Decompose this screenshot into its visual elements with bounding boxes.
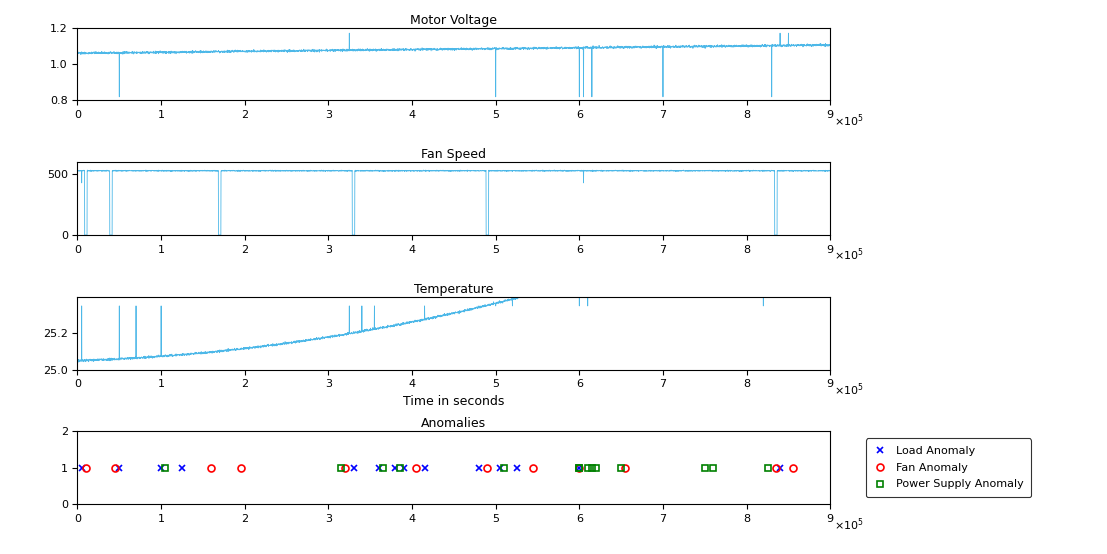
Load Anomaly xyxy=(75,464,89,471)
Title: Motor Voltage: Motor Voltage xyxy=(411,13,497,27)
Power Supply Anomaly xyxy=(614,464,628,471)
Fan Anomaly xyxy=(769,464,783,471)
Fan Anomaly xyxy=(234,464,247,471)
Fan Anomaly xyxy=(108,464,122,471)
Load Anomaly xyxy=(113,464,126,471)
Load Anomaly xyxy=(155,464,168,471)
Load Anomaly xyxy=(397,464,411,471)
Text: $\times10^5$: $\times10^5$ xyxy=(835,112,865,129)
Power Supply Anomaly xyxy=(158,464,172,471)
Line: Fan Anomaly: Fan Anomaly xyxy=(82,464,796,471)
Power Supply Anomaly xyxy=(572,464,586,471)
X-axis label: Time in seconds: Time in seconds xyxy=(403,395,505,408)
Text: $\times10^5$: $\times10^5$ xyxy=(835,247,865,263)
Load Anomaly xyxy=(510,464,524,471)
Fan Anomaly xyxy=(80,464,93,471)
Load Anomaly xyxy=(774,464,787,471)
Fan Anomaly xyxy=(619,464,632,471)
Power Supply Anomaly xyxy=(334,464,348,471)
Power Supply Anomaly xyxy=(761,464,774,471)
Fan Anomaly xyxy=(410,464,423,471)
Fan Anomaly xyxy=(527,464,540,471)
Title: Anomalies: Anomalies xyxy=(422,417,486,430)
Load Anomaly xyxy=(372,464,385,471)
Power Supply Anomaly xyxy=(589,464,602,471)
Fan Anomaly xyxy=(572,464,586,471)
Text: $\times10^5$: $\times10^5$ xyxy=(835,381,865,398)
Line: Power Supply Anomaly: Power Supply Anomaly xyxy=(163,465,770,470)
Fan Anomaly xyxy=(339,464,352,471)
Title: Fan Speed: Fan Speed xyxy=(422,148,486,161)
Title: Temperature: Temperature xyxy=(414,283,494,296)
Power Supply Anomaly xyxy=(393,464,406,471)
Load Anomaly xyxy=(473,464,486,471)
Load Anomaly xyxy=(572,464,586,471)
Load Anomaly xyxy=(418,464,432,471)
Load Anomaly xyxy=(175,464,188,471)
Power Supply Anomaly xyxy=(586,464,599,471)
Fan Anomaly xyxy=(205,464,218,471)
Load Anomaly xyxy=(389,464,402,471)
Legend: Load Anomaly, Fan Anomaly, Power Supply Anomaly: Load Anomaly, Fan Anomaly, Power Supply … xyxy=(866,438,1032,497)
Power Supply Anomaly xyxy=(699,464,712,471)
Load Anomaly xyxy=(346,464,360,471)
Fan Anomaly xyxy=(480,464,494,471)
Power Supply Anomaly xyxy=(581,464,594,471)
Text: $\times10^5$: $\times10^5$ xyxy=(835,516,865,532)
Power Supply Anomaly xyxy=(497,464,510,471)
Power Supply Anomaly xyxy=(706,464,720,471)
Fan Anomaly xyxy=(786,464,799,471)
Load Anomaly xyxy=(494,464,507,471)
Power Supply Anomaly xyxy=(572,464,586,471)
Line: Load Anomaly: Load Anomaly xyxy=(79,464,784,471)
Power Supply Anomaly xyxy=(376,464,390,471)
